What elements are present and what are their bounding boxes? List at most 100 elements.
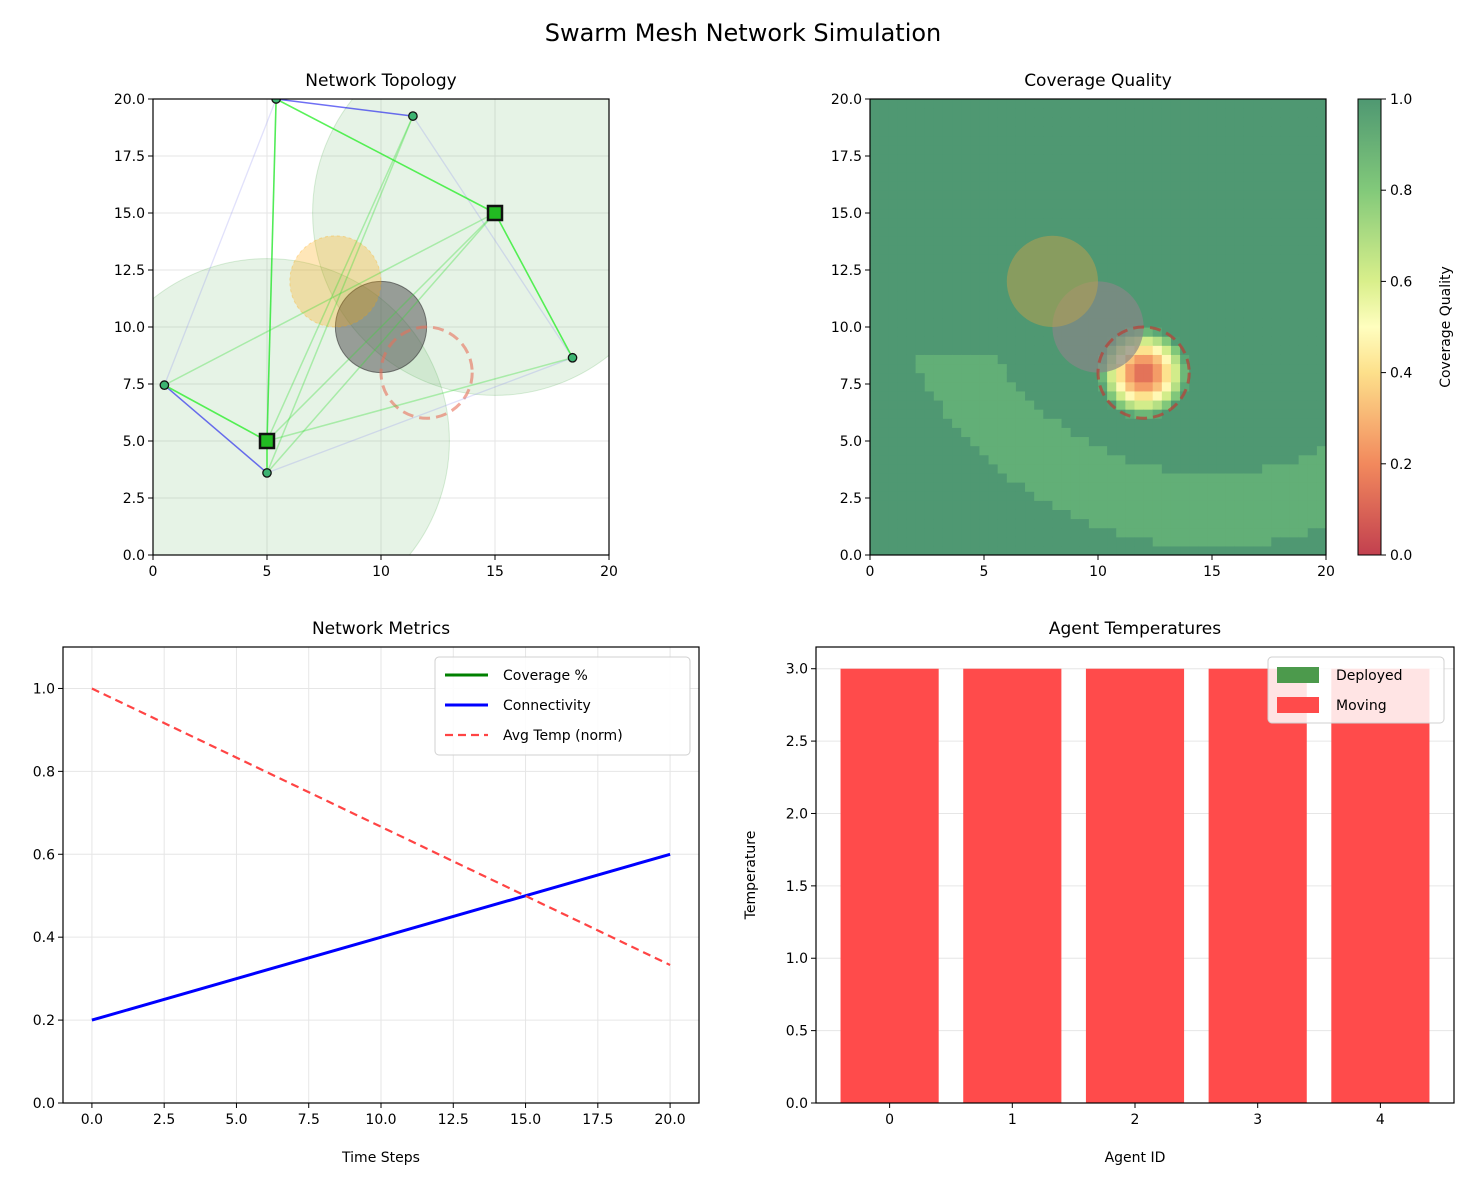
coverage-cell [1234, 99, 1245, 109]
coverage-cell [1134, 263, 1145, 273]
coverage-cell [979, 427, 990, 438]
coverage-cell [1125, 171, 1136, 182]
coverage-cell [970, 126, 981, 137]
coverage-cell [1298, 317, 1309, 328]
coverage-cell [942, 409, 953, 419]
coverage-cell [1262, 345, 1272, 355]
coverage-cell [1034, 117, 1044, 127]
coverage-cell [1298, 171, 1309, 182]
coverage-y-tick-label: 15.0 [831, 206, 862, 222]
coverage-cell [1134, 217, 1145, 228]
coverage-cell [1307, 509, 1318, 520]
coverage-cell [997, 208, 1008, 219]
coverage-cell [1316, 162, 1326, 173]
coverage-cell [1061, 117, 1072, 127]
coverage-cell [924, 181, 935, 191]
coverage-cell [870, 500, 880, 510]
coverage-cell [1006, 117, 1017, 127]
coverage-cell [1271, 263, 1281, 273]
coverage-cell [1034, 363, 1044, 374]
coverage-cell [1289, 290, 1300, 301]
coverage-y-tick-label: 17.5 [831, 149, 862, 165]
coverage-cell [1107, 162, 1117, 173]
coverage-cell [906, 217, 917, 228]
coverage-cell [1298, 153, 1309, 164]
coverage-cell [1307, 545, 1318, 555]
coverage-cell [1043, 418, 1053, 428]
coverage-cell [879, 527, 889, 538]
coverage-cell [1243, 144, 1254, 155]
coverage-cell [897, 99, 908, 109]
coverage-cell [1216, 518, 1227, 529]
coverage-cell [933, 308, 944, 319]
coverage-cell [1280, 372, 1291, 383]
coverage-cell [1098, 454, 1108, 465]
coverage-cell [933, 491, 944, 501]
coverage-cell [961, 226, 971, 237]
coverage-cell [924, 427, 935, 438]
coverage-cell [1316, 390, 1326, 401]
coverage-cell [1225, 299, 1236, 310]
coverage-cell [1025, 381, 1035, 392]
coverage-cell [997, 354, 1008, 365]
coverage-cell [1298, 463, 1309, 474]
coverage-cell [1225, 491, 1236, 501]
coverage-cell [1262, 354, 1272, 365]
coverage-cell [1088, 545, 1099, 555]
coverage-cell [870, 463, 880, 474]
coverage-cell [1134, 153, 1145, 164]
coverage-cell [879, 509, 889, 520]
coverage-cell [1006, 108, 1017, 118]
coverage-cell [897, 317, 908, 328]
weak-link [266, 212, 496, 442]
coverage-cell [1289, 217, 1300, 228]
coverage-cell [1134, 199, 1145, 210]
coverage-cell [1216, 135, 1227, 146]
coverage-cell [1098, 482, 1108, 492]
coverage-cell [1125, 527, 1136, 538]
coverage-cell [915, 254, 926, 264]
coverage-cell [1052, 445, 1063, 456]
coverage-cell [1152, 409, 1163, 419]
coverage-cell [961, 99, 971, 109]
coverage-cell [1234, 199, 1245, 210]
coverage-cell [1316, 372, 1326, 383]
coverage-cell [870, 527, 880, 538]
coverage-cell [1253, 317, 1263, 328]
colorbar [1357, 98, 1382, 556]
coverage-cell [979, 445, 990, 456]
coverage-cell [979, 144, 990, 155]
coverage-cell [1143, 363, 1154, 374]
coverage-cell [1170, 454, 1181, 465]
coverage-cell [961, 436, 971, 447]
coverage-cell [1043, 518, 1053, 529]
coverage-cell [1243, 372, 1254, 383]
coverage-cell [888, 527, 898, 538]
coverage-cell [1152, 217, 1163, 228]
coverage-cell [915, 363, 926, 374]
temperatures-y-tick-label: 1.0 [786, 951, 808, 967]
coverage-cell [1043, 99, 1053, 109]
coverage-cell [933, 181, 944, 191]
coverage-cell [1307, 536, 1318, 547]
coverage-cell [1189, 126, 1199, 137]
coverage-cell [1243, 162, 1254, 173]
coverage-cell [1307, 381, 1318, 392]
coverage-cell [997, 445, 1008, 456]
coverage-cell [970, 418, 981, 428]
coverage-cell [906, 463, 917, 474]
coverage-cell [1052, 162, 1063, 173]
coverage-cell [997, 317, 1008, 328]
coverage-cell [1098, 263, 1108, 273]
coverage-cell [1152, 244, 1163, 255]
coverage-cell [1125, 518, 1136, 529]
coverage-cell [1152, 317, 1163, 328]
coverage-cell [1116, 527, 1126, 538]
coverage-cell [1107, 226, 1117, 237]
coverage-cell [1161, 126, 1172, 137]
coverage-cell [952, 545, 962, 555]
coverage-cell [897, 190, 908, 200]
coverage-cell [1098, 190, 1108, 200]
target-zone [379, 325, 474, 420]
coverage-cell [933, 509, 944, 520]
